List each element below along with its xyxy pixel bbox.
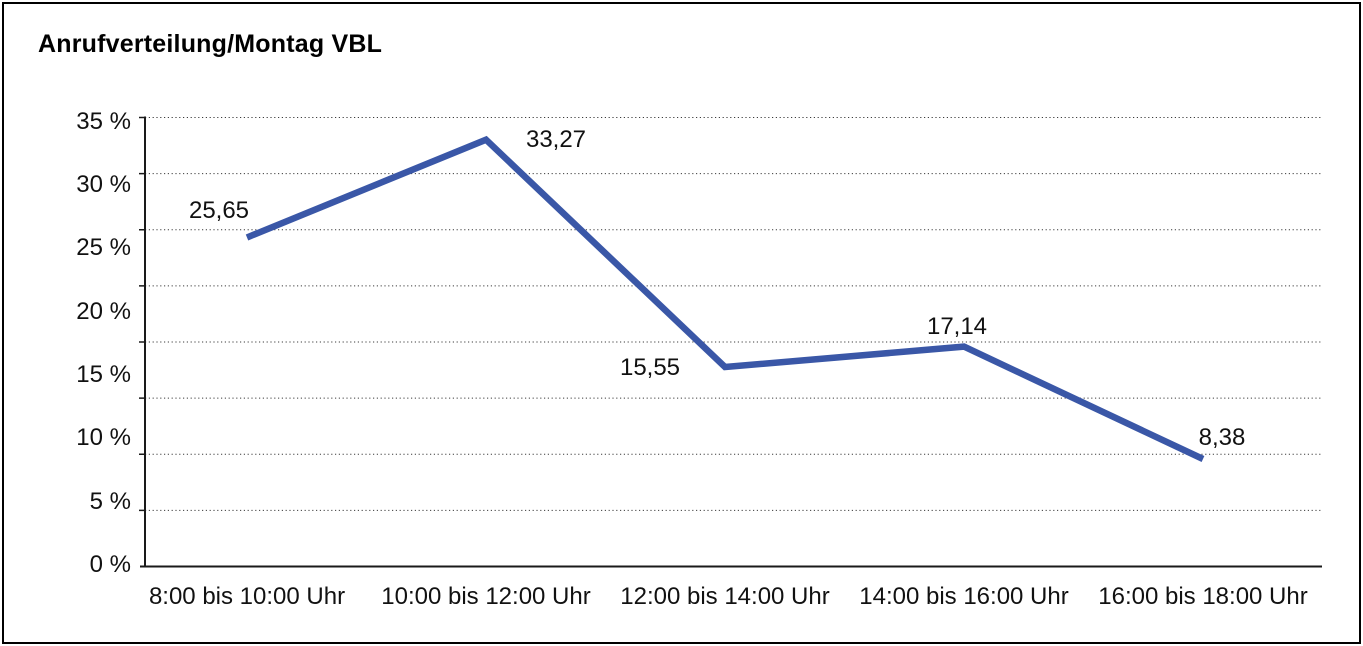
chart-title: Anrufverteilung/Montag VBL [38, 30, 383, 58]
y-axis-tick-label: 25 % [76, 234, 131, 262]
data-series-line [245, 135, 1205, 462]
x-axis-category-label: 12:00 bis 14:00 Uhr [620, 582, 830, 610]
x-axis-category-label: 16:00 bis 18:00 Uhr [1098, 582, 1308, 610]
y-axis-tick-label: 30 % [76, 171, 131, 198]
data-point-label: 8,38 [1198, 423, 1246, 451]
y-axis-tick-label: 10 % [76, 424, 131, 452]
data-point-label: 17,14 [926, 312, 988, 340]
data-point-label: 15,55 [619, 354, 681, 382]
x-axis-category-label: 14:00 bis 16:00 Uhr [859, 582, 1069, 610]
x-axis-category-label: 10:00 bis 12:00 Uhr [381, 582, 591, 610]
x-axis-category-label: 8:00 bis 10:00 Uhr [148, 582, 346, 610]
data-point-label: 33,27 [525, 125, 587, 153]
y-axis-tick-label: 5 % [89, 487, 131, 515]
y-axis-tick-label: 15 % [76, 360, 131, 388]
y-axis-tick-label: 35 % [76, 107, 131, 135]
y-axis-tick-label: 0 % [89, 550, 131, 578]
data-point-label: 25,65 [188, 197, 250, 225]
y-axis-tick-label: 20 % [76, 297, 131, 325]
